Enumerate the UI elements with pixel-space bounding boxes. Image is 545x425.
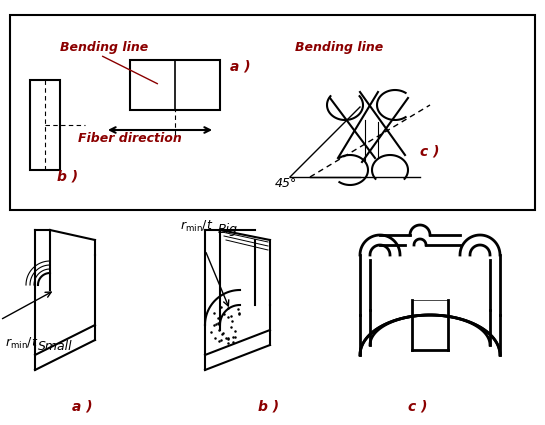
Bar <box>10 15 535 210</box>
Text: b ): b ) <box>57 169 78 183</box>
Text: Big: Big <box>218 223 238 236</box>
Text: $r_\mathrm{min}/t$: $r_\mathrm{min}/t$ <box>180 219 214 234</box>
Text: Bending line: Bending line <box>295 41 383 54</box>
Bar <box>30 80 60 170</box>
Text: Small: Small <box>38 340 72 353</box>
Text: $r_\mathrm{min}/t$: $r_\mathrm{min}/t$ <box>5 336 39 351</box>
Text: c ): c ) <box>420 144 439 158</box>
Text: Bending line: Bending line <box>60 41 148 54</box>
Text: b ): b ) <box>258 399 279 413</box>
Text: 45°: 45° <box>275 177 297 190</box>
Text: a ): a ) <box>230 59 251 73</box>
Text: a ): a ) <box>72 399 93 413</box>
Text: Fiber direction: Fiber direction <box>78 132 182 145</box>
Text: c ): c ) <box>408 399 427 413</box>
Bar <box>130 60 220 110</box>
